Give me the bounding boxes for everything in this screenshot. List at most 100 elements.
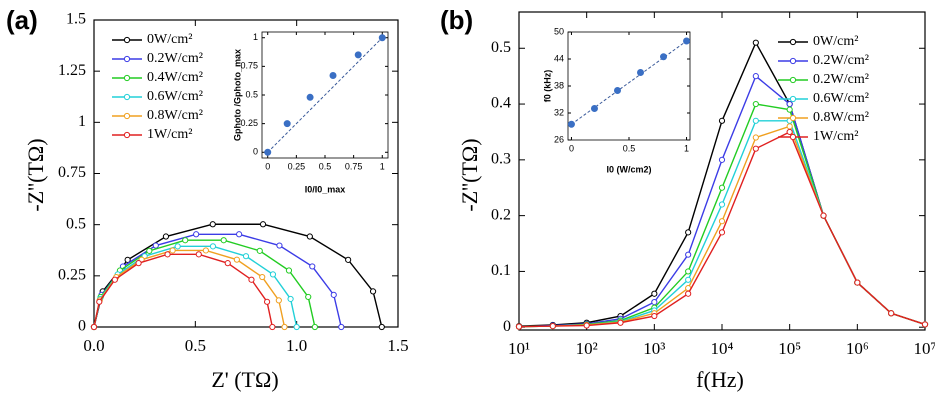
x-axis-label: I0 (W/cm2) xyxy=(606,164,651,174)
data-point xyxy=(269,271,277,278)
data-point xyxy=(651,312,658,320)
y-tick-label: 0.75 xyxy=(240,61,258,71)
data-point xyxy=(182,237,189,244)
y-tick-label: 0.5 xyxy=(491,39,511,56)
data-point xyxy=(256,247,263,254)
data-point xyxy=(259,221,267,228)
data-point xyxy=(685,251,692,258)
data-point xyxy=(583,322,590,329)
data-point xyxy=(263,298,271,305)
data-point xyxy=(718,218,726,225)
data-point xyxy=(269,323,276,331)
data-point xyxy=(281,323,288,331)
y-tick-label: 1 xyxy=(78,113,86,130)
panel-label: (a) xyxy=(6,5,38,35)
y-tick-label: 0.4 xyxy=(491,95,511,112)
data-point xyxy=(888,310,895,317)
data-point xyxy=(752,134,759,141)
y-tick-label: 0.5 xyxy=(245,89,258,99)
legend-marker xyxy=(123,55,131,63)
panel-label: (b) xyxy=(440,5,473,35)
data-point xyxy=(718,117,726,124)
data-point xyxy=(193,231,200,238)
x-tick-label: 10³ xyxy=(643,339,665,358)
data-point xyxy=(152,242,159,249)
legend-label: 1W/cm² xyxy=(147,127,192,142)
x-tick-label: 10⁴ xyxy=(711,339,734,358)
data-point xyxy=(209,221,216,228)
x-tick-label: 0.0 xyxy=(83,336,104,355)
legend-marker xyxy=(789,57,797,65)
legend-label: 0.2W/cm² xyxy=(813,72,869,87)
data-point xyxy=(209,243,217,250)
y-tick-label: 0.1 xyxy=(491,262,511,279)
data-point xyxy=(305,293,312,301)
y-tick-label: 50 xyxy=(554,26,564,36)
data-point xyxy=(378,323,385,331)
y-tick-label: 1 xyxy=(253,32,258,42)
data-point xyxy=(236,231,243,238)
data-point xyxy=(685,268,692,275)
data-point xyxy=(549,322,556,330)
legend-marker xyxy=(789,114,797,122)
data-point xyxy=(169,247,176,254)
x-tick-label: 0.5 xyxy=(319,161,332,171)
legend-label: 0.2W/cm² xyxy=(147,51,203,66)
data-point xyxy=(515,323,523,330)
data-point xyxy=(164,251,171,258)
y-tick-label: 0 xyxy=(78,318,86,335)
y-tick-label: 0.25 xyxy=(240,118,258,128)
data-point xyxy=(202,247,209,254)
x-tick-label: 10⁷ xyxy=(914,339,935,358)
x-tick-label: 0 xyxy=(569,143,574,153)
legend-marker xyxy=(123,74,131,82)
data-point xyxy=(660,53,668,61)
data-point xyxy=(309,263,316,270)
y-tick-label: 0.3 xyxy=(491,151,511,168)
data-point xyxy=(718,156,726,163)
legend-label: 0.2W/cm² xyxy=(813,53,869,68)
y-tick-label: 0 xyxy=(503,318,511,335)
y-tick-label: 44 xyxy=(554,53,564,63)
x-tick-label: 0.25 xyxy=(288,161,306,171)
legend-label: 0.6W/cm² xyxy=(813,91,869,106)
data-point xyxy=(285,267,293,274)
data-point xyxy=(752,100,759,108)
x-tick-label: 10¹ xyxy=(508,339,530,358)
x-tick-label: 1.5 xyxy=(387,336,408,355)
y-tick-label: 38 xyxy=(554,80,564,90)
y-tick-label: 0.75 xyxy=(58,164,86,181)
data-point xyxy=(293,323,300,331)
legend-label: 0.8W/cm² xyxy=(813,110,869,125)
data-point xyxy=(786,123,793,130)
legend-marker xyxy=(789,95,797,103)
data-point xyxy=(162,233,170,240)
data-point xyxy=(90,323,98,331)
data-point xyxy=(651,299,658,306)
data-point xyxy=(786,106,793,113)
data-point xyxy=(306,93,314,101)
data-point xyxy=(590,105,598,112)
data-point xyxy=(233,256,240,263)
data-point xyxy=(718,229,726,236)
legend-marker xyxy=(123,131,131,139)
data-point xyxy=(220,237,227,244)
y-axis-label: Gphoto /Gphoto_max xyxy=(232,49,242,141)
x-axis-label: f(Hz) xyxy=(696,367,744,392)
data-point xyxy=(306,233,313,240)
data-point xyxy=(685,276,692,283)
data-point xyxy=(311,323,319,331)
y-axis-label: f0 (kHz) xyxy=(542,70,552,103)
data-point xyxy=(567,120,575,128)
data-point xyxy=(718,201,726,208)
data-point xyxy=(330,291,337,298)
legend-marker xyxy=(123,112,131,120)
data-point xyxy=(338,323,345,331)
x-tick-label: 1 xyxy=(684,143,689,153)
legend-marker xyxy=(789,76,797,84)
y-axis-label: -Z''(TΩ) xyxy=(23,138,48,211)
data-point xyxy=(354,51,362,59)
data-point xyxy=(248,276,255,283)
